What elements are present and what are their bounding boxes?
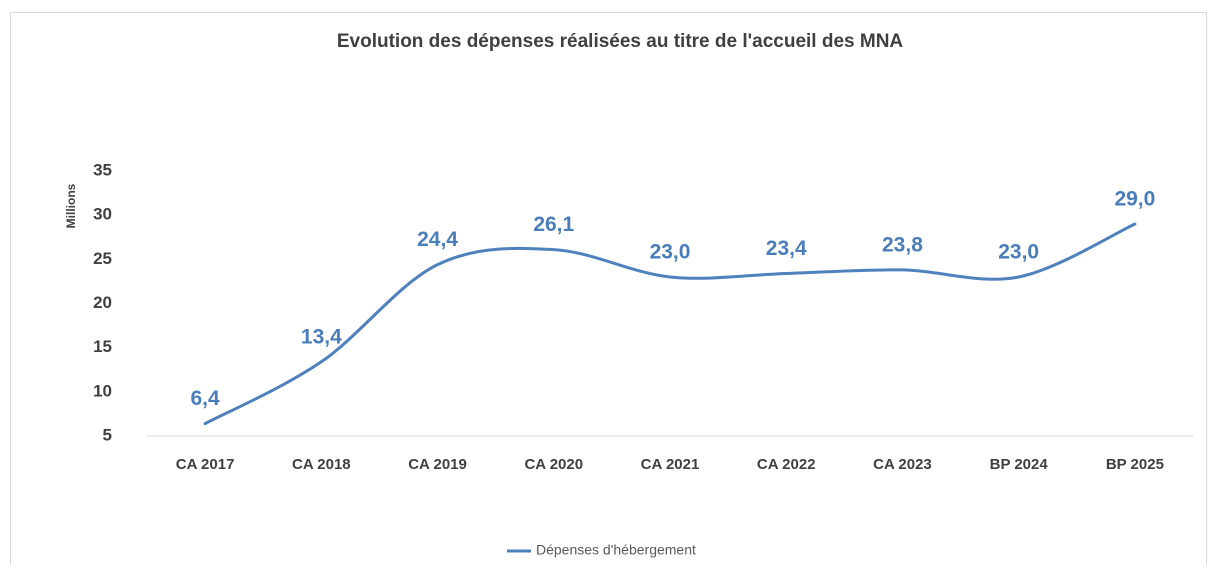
data-line [203,222,1137,426]
x-tick-label: CA 2022 [757,456,816,473]
data-label: 23,0 [650,241,691,264]
x-tick-label: CA 2018 [292,456,351,473]
x-tick-label: CA 2021 [641,456,700,473]
x-tick-label: CA 2023 [873,456,932,473]
data-label: 24,4 [417,228,458,251]
data-label: 26,1 [533,213,574,236]
y-tick-label: 20 [93,293,112,312]
x-tick-label: CA 2020 [524,456,583,473]
chart-title: Evolution des dépenses réalisées au titr… [337,31,904,52]
x-tick-label: BP 2024 [990,456,1049,473]
data-label: 23,8 [882,233,923,256]
data-label: 6,4 [191,387,221,410]
x-tick-label: BP 2025 [1106,456,1164,473]
x-tick-label: CA 2017 [176,456,235,473]
y-tick-label: 5 [103,425,112,444]
y-tick-label: 10 [93,381,112,400]
y-tick-label: 35 [93,160,112,179]
y-tick-label: 25 [93,249,112,268]
data-label: 29,0 [1114,188,1155,211]
data-label: 13,4 [301,325,342,348]
legend-label: Dépenses d'hébergement [536,542,696,558]
data-label: 23,0 [998,241,1039,264]
chart-border [10,12,1207,570]
x-tick-label: CA 2019 [408,456,467,473]
data-label: 23,4 [766,237,807,260]
y-axis-label: Millions [64,183,78,228]
y-tick-label: 15 [93,337,112,356]
y-tick-label: 30 [93,205,112,224]
